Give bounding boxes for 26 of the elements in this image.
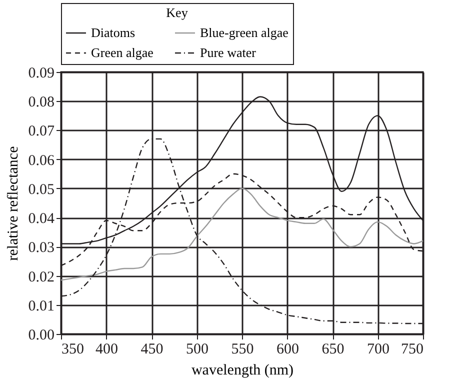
- x-tick-label: 400: [96, 342, 118, 358]
- y-tick-label: 0.06: [28, 152, 55, 169]
- legend-label: Blue-green algae: [200, 25, 289, 40]
- x-tick-label: 750: [401, 342, 424, 358]
- y-tick-label: 0.03: [28, 240, 54, 256]
- x-tick-label: 350: [62, 342, 84, 358]
- x-tick-label: 500: [186, 342, 208, 358]
- legend-label: Diatoms: [91, 25, 136, 40]
- x-tick-label: 600: [276, 342, 299, 358]
- x-tick-label: 450: [140, 342, 164, 358]
- x-tick-label: 550: [231, 342, 254, 358]
- x-axis-title: wavelength (nm): [191, 362, 294, 378]
- y-tick-label: 0.09: [28, 66, 54, 82]
- y-tick-label: 0.00: [28, 328, 54, 344]
- y-tick-label: 0.07: [28, 124, 55, 140]
- y-tick-label: 0.01: [28, 298, 54, 314]
- y-tick-label: 0.08: [28, 94, 54, 111]
- y-tick-label: 0.05: [28, 182, 54, 198]
- y-axis-title: relative reflectance: [5, 146, 22, 261]
- legend-title: Key: [166, 5, 188, 20]
- legend-label: Green algae: [91, 45, 154, 60]
- y-tick-label: 0.04: [28, 211, 55, 228]
- x-tick-label: 650: [322, 342, 344, 358]
- y-tick-label: 0.02: [28, 269, 54, 286]
- x-tick-label: 700: [367, 342, 390, 358]
- legend-label: Pure water: [200, 45, 257, 60]
